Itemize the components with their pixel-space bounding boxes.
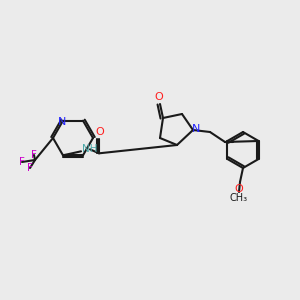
Text: F: F	[31, 150, 37, 160]
Text: O: O	[154, 92, 164, 102]
Text: CH₃: CH₃	[230, 193, 248, 203]
Text: N: N	[58, 117, 66, 127]
Text: F: F	[27, 163, 33, 173]
Text: F: F	[19, 157, 25, 167]
Text: NH: NH	[82, 144, 98, 154]
Text: N: N	[192, 124, 200, 134]
Text: O: O	[235, 184, 243, 194]
Text: O: O	[96, 127, 104, 137]
